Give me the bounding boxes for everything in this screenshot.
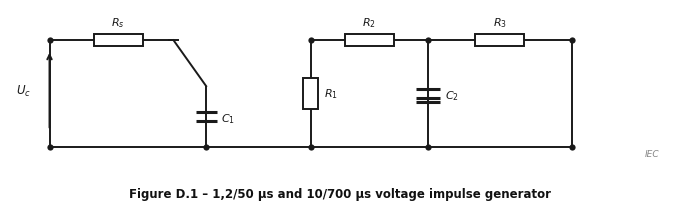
Text: $R_s$: $R_s$ [112, 16, 125, 30]
Text: $U_c$: $U_c$ [16, 84, 31, 99]
Bar [345, 35, 394, 47]
Text: Figure D.1 – 1,2/50 μs and 10/700 μs voltage impulse generator: Figure D.1 – 1,2/50 μs and 10/700 μs vol… [129, 187, 551, 200]
Text: $R_2$: $R_2$ [362, 16, 376, 30]
Text: $C_1$: $C_1$ [220, 112, 235, 126]
Bar [94, 35, 143, 47]
Bar [303, 78, 318, 110]
Text: $C_2$: $C_2$ [445, 89, 459, 103]
Text: $R_1$: $R_1$ [324, 87, 338, 101]
Text: $R_3$: $R_3$ [493, 16, 507, 30]
Bar [475, 35, 524, 47]
Text: IEC: IEC [645, 150, 660, 159]
